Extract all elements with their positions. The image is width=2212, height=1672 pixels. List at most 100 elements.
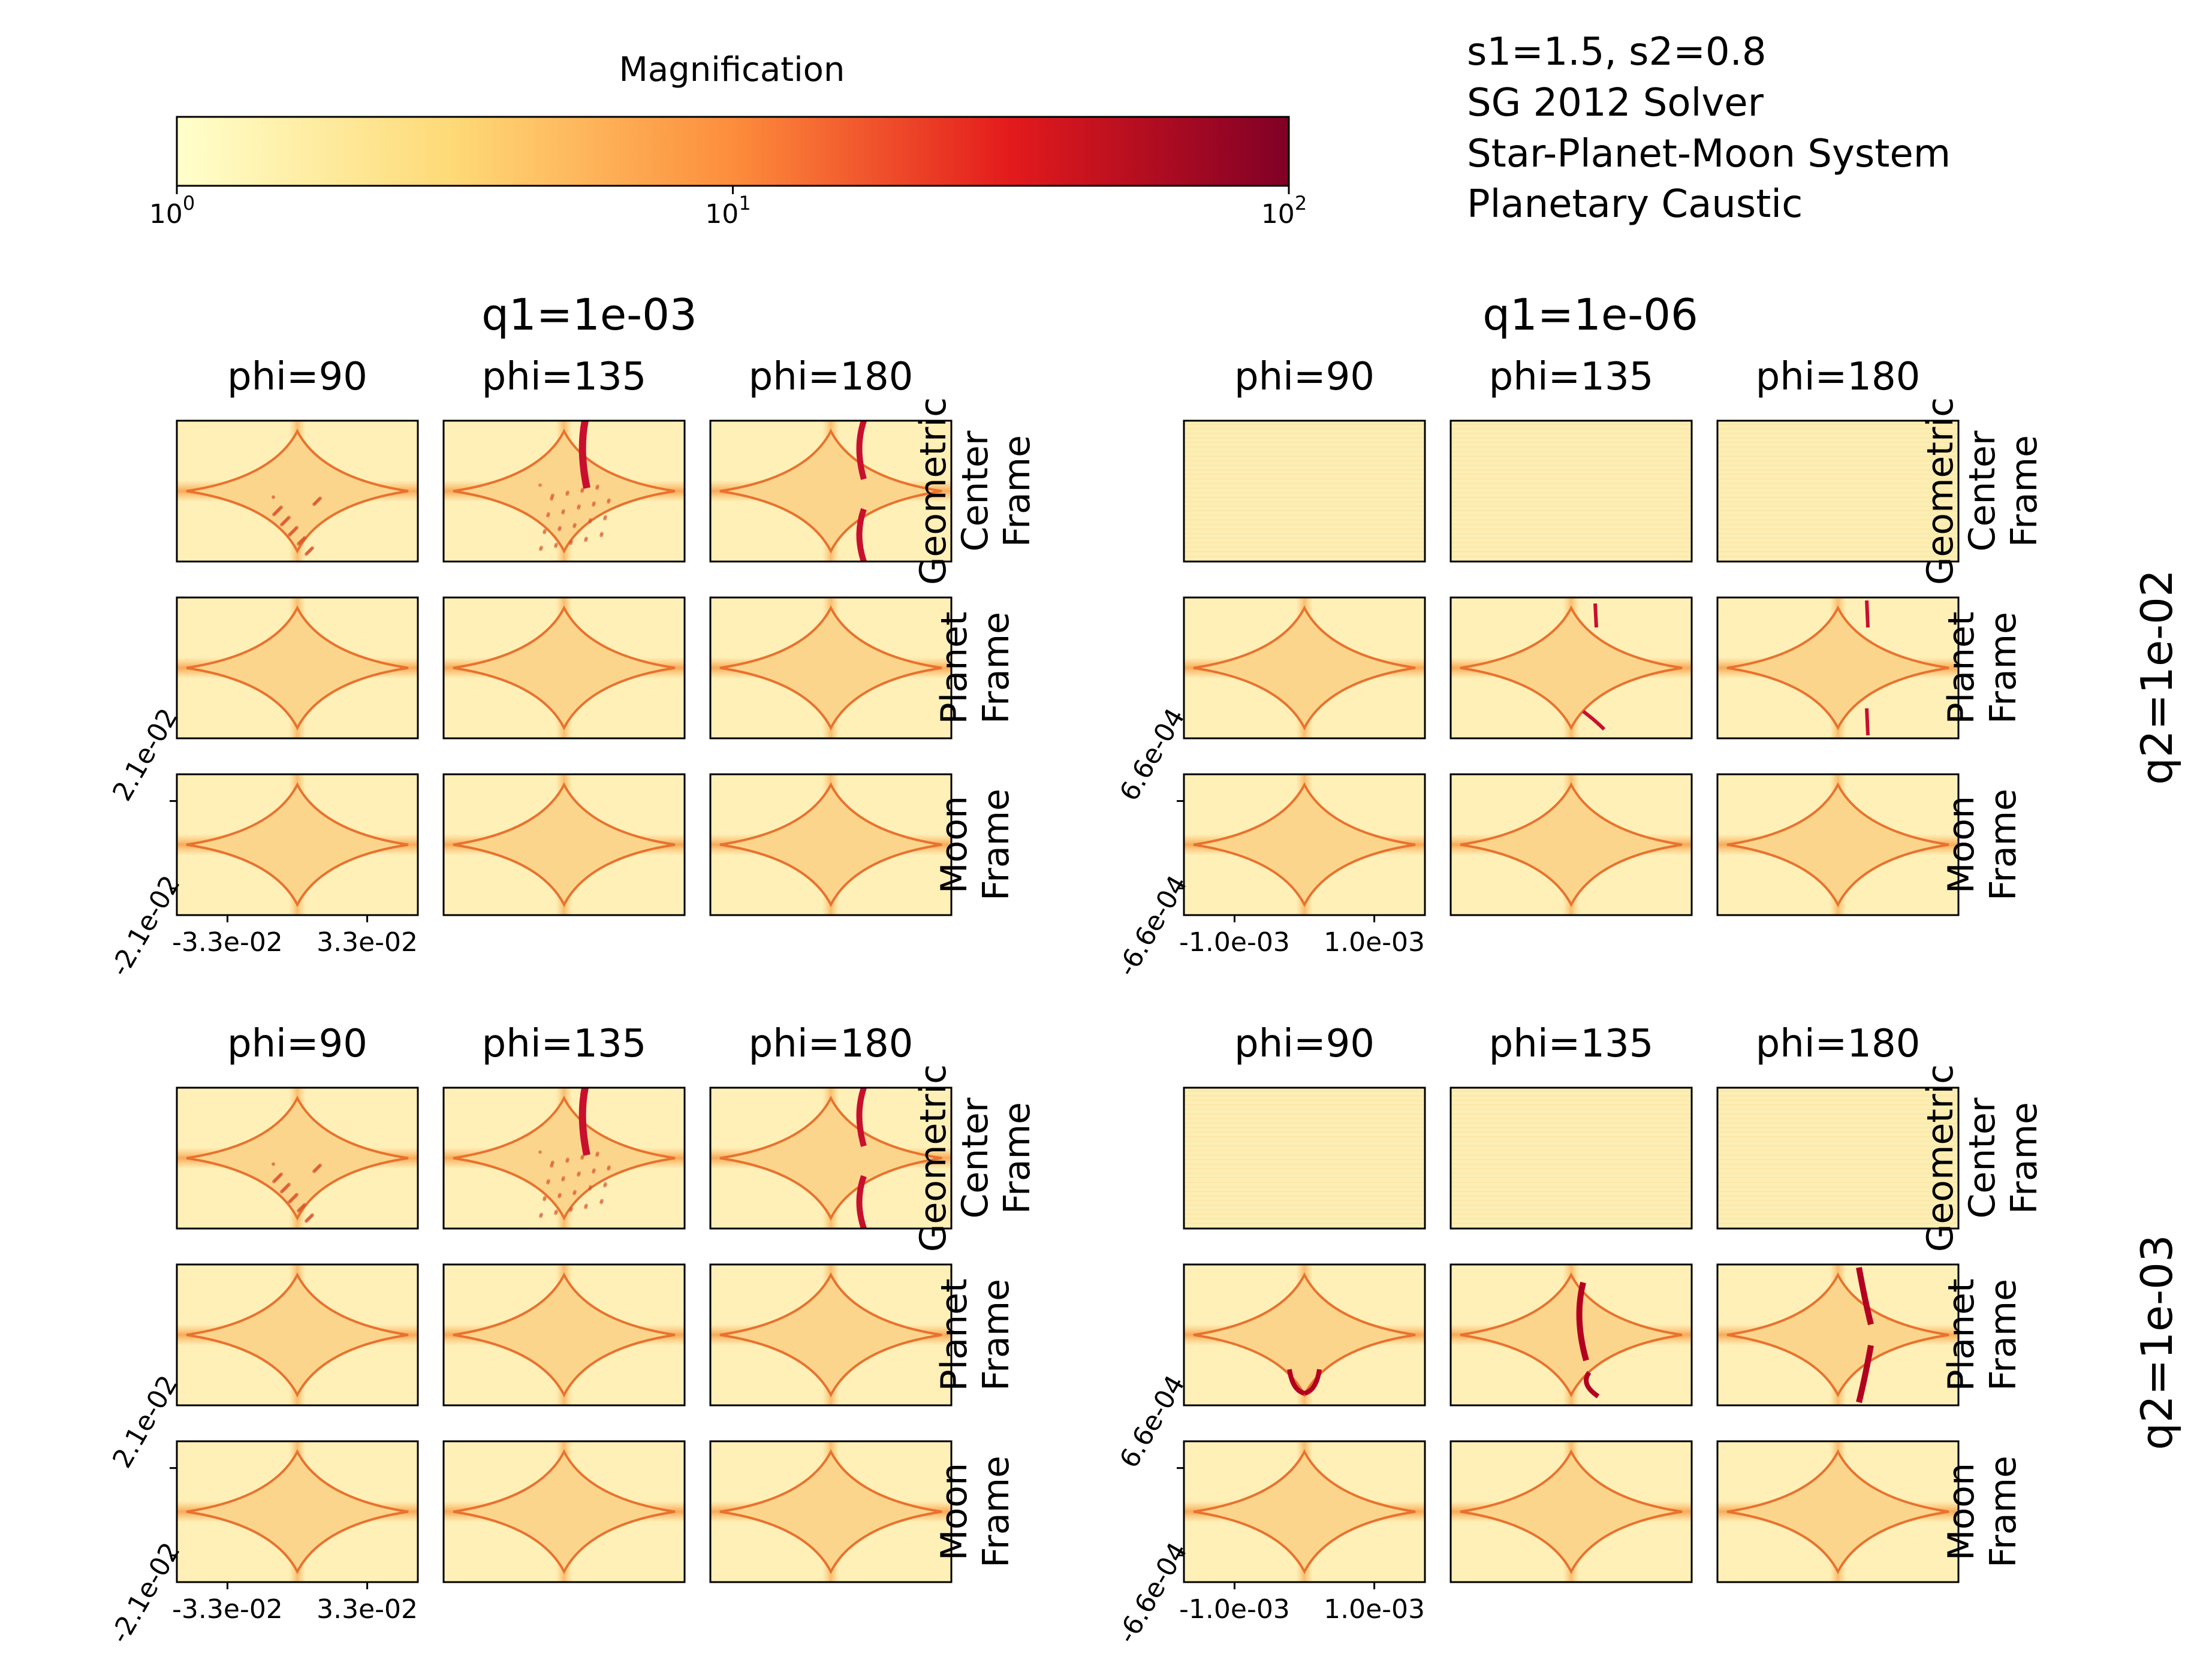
panel-frame: [1449, 773, 1693, 916]
heatmap-panel: [1183, 1087, 1426, 1230]
artifact-point: [566, 490, 569, 494]
heatmap-panel: [709, 773, 953, 916]
x-tick-label: 3.3e-02: [317, 1594, 418, 1625]
artifact-point: [540, 545, 543, 550]
artifact-point: [569, 539, 573, 544]
frame-label: Moon: [933, 796, 975, 894]
artifact-point: [297, 542, 300, 546]
frame-label: Frame: [975, 1456, 1017, 1568]
frame-label: Frame: [975, 612, 1017, 724]
frame-label: Center: [954, 430, 996, 551]
panel-frame: [1183, 596, 1426, 740]
caustic-astroid: [1193, 1449, 1416, 1574]
colorbar-tick-label: 102: [1261, 192, 1307, 230]
artifact-point: [562, 1176, 565, 1180]
phi-label: phi=180: [749, 1022, 914, 1066]
colorbar-tick-label: 101: [705, 192, 751, 230]
caustic-astroid: [453, 428, 676, 554]
y-tick-label: -6.6e-04: [1111, 870, 1194, 982]
caustic-astroid: [453, 1449, 676, 1574]
frame-label: Frame: [996, 435, 1038, 547]
info-line: Star-Planet-Moon System: [1467, 132, 1951, 176]
panel-frame: [1449, 1087, 1693, 1230]
caustic-astroid: [719, 782, 942, 907]
info-line: Planetary Caustic: [1467, 182, 1803, 227]
caustic-astroid: [1726, 782, 1949, 907]
heatmap-panel: [176, 773, 419, 916]
frame-label: Frame: [996, 1102, 1038, 1214]
panel-frame: [709, 419, 953, 563]
artifact-point: [573, 1190, 577, 1194]
artifact-arc: [856, 419, 867, 480]
panel-frame: [176, 1087, 419, 1230]
artifact-arc: [856, 508, 867, 563]
artifact-point: [272, 1162, 275, 1166]
y-tick-label: -6.6e-04: [1111, 1537, 1194, 1649]
frame-label: Frame: [2003, 435, 2045, 547]
colorbar-label: Magnification: [619, 50, 845, 89]
caustic-astroid: [1193, 1272, 1416, 1398]
artifact-point: [573, 523, 577, 527]
artifact-point: [547, 1179, 550, 1183]
artifact-point: [538, 483, 542, 487]
row-group-title: q2=1e-03: [2132, 1235, 2182, 1450]
artifact-point: [569, 1206, 573, 1211]
artifact-point: [558, 526, 562, 530]
frame-label: Frame: [975, 1279, 1017, 1391]
y-tick-label: -2.1e-02: [104, 1537, 186, 1649]
x-tick-label: -1.0e-03: [1179, 927, 1290, 958]
frame-label: Frame: [2003, 1102, 2045, 1214]
frame-label: Frame: [1982, 1456, 2024, 1568]
panel-frame: [1716, 773, 1960, 916]
panel-frame: [1449, 419, 1693, 563]
artifact-point: [272, 1179, 276, 1184]
artifact-point: [312, 1169, 316, 1173]
panel-background: [1717, 1088, 1958, 1229]
caustic-astroid: [1193, 605, 1416, 731]
x-tick-label: -1.0e-03: [1179, 1594, 1290, 1625]
heatmap-panel: [1183, 419, 1426, 563]
y-tick-label: 6.6e-04: [1114, 704, 1191, 807]
artifact-point: [551, 493, 554, 497]
frame-label: Planet: [1940, 611, 1982, 724]
artifact-arc: [1576, 1281, 1589, 1362]
artifact-point: [589, 518, 592, 522]
phi-label: phi=135: [482, 355, 647, 399]
panel-background: [1451, 421, 1692, 562]
caustic-astroid: [186, 428, 409, 554]
heatmap-panel: [1183, 773, 1426, 916]
artifact-point: [592, 501, 596, 505]
colorbar: Magnification 100 101 102: [149, 50, 1307, 230]
colorbar-gradient: [176, 116, 1290, 187]
column-group-title: q1=1e-03: [481, 289, 697, 340]
artifact-point: [581, 1154, 584, 1158]
heatmap-panel: [709, 1440, 953, 1583]
heatmap-panel: [1449, 1087, 1693, 1230]
artifact-arc: [1865, 708, 1870, 736]
heatmap-panel: [709, 419, 953, 563]
panel-frame: [1183, 773, 1426, 916]
phi-label: phi=90: [227, 1022, 367, 1066]
x-tick-label: 1.0e-03: [1324, 927, 1425, 958]
panel-frame: [1716, 1087, 1960, 1230]
heatmap-panel: [176, 596, 419, 740]
heatmap-panel: [709, 1263, 953, 1407]
caustic-astroid: [719, 1449, 942, 1574]
artifact-point: [596, 484, 599, 488]
panel-frame: [1716, 596, 1960, 740]
artifact-arc: [1303, 1369, 1322, 1396]
frame-label: Geometric: [912, 397, 954, 585]
heatmap-panel: [176, 1440, 419, 1583]
caustic-astroid: [1726, 1449, 1949, 1574]
artifact-point: [543, 529, 547, 533]
heatmap-panel: [1716, 596, 1960, 740]
artifact-point: [607, 1165, 611, 1169]
heatmap-panel: [442, 419, 686, 563]
artifact-point: [272, 495, 275, 499]
heatmap-panel: [1449, 596, 1693, 740]
frame-label: Frame: [1982, 612, 2024, 724]
artifact-point: [297, 1209, 300, 1213]
frame-label: Frame: [1982, 789, 2024, 901]
frame-label: Planet: [933, 1278, 975, 1391]
